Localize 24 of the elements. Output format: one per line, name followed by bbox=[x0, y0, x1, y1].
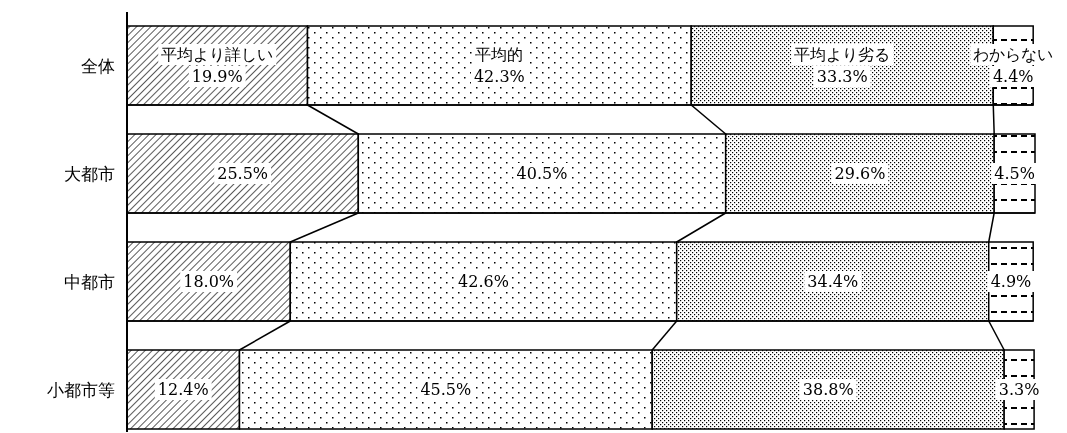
series-label: 平均的 bbox=[475, 45, 524, 64]
data-label: 4.9% bbox=[990, 272, 1032, 291]
y-tick-label: 中都市 bbox=[64, 271, 115, 292]
data-label: 19.9% bbox=[191, 67, 243, 86]
series-label: 平均より劣る bbox=[794, 45, 891, 64]
data-label: 29.6% bbox=[834, 164, 886, 183]
data-label: 18.0% bbox=[183, 272, 235, 291]
data-label: 42.3% bbox=[473, 67, 525, 86]
data-label: 34.4% bbox=[807, 272, 859, 291]
series-label: わからない bbox=[973, 45, 1054, 64]
data-label: 45.5% bbox=[420, 380, 472, 399]
y-tick-label: 全体 bbox=[81, 55, 115, 76]
y-tick-label: 小都市等 bbox=[47, 379, 115, 400]
data-label: 38.8% bbox=[802, 380, 854, 399]
y-tick-label: 大都市 bbox=[64, 163, 115, 184]
data-label: 33.3% bbox=[816, 67, 868, 86]
data-label: 3.3% bbox=[998, 380, 1040, 399]
data-label: 25.5% bbox=[217, 164, 269, 183]
data-label: 12.4% bbox=[157, 380, 209, 399]
data-label: 42.6% bbox=[458, 272, 509, 291]
data-label: 4.4% bbox=[992, 67, 1034, 86]
data-label: 4.5% bbox=[994, 164, 1035, 183]
series-label: 平均より詳しい bbox=[161, 45, 274, 64]
data-label: 40.5% bbox=[516, 164, 568, 183]
